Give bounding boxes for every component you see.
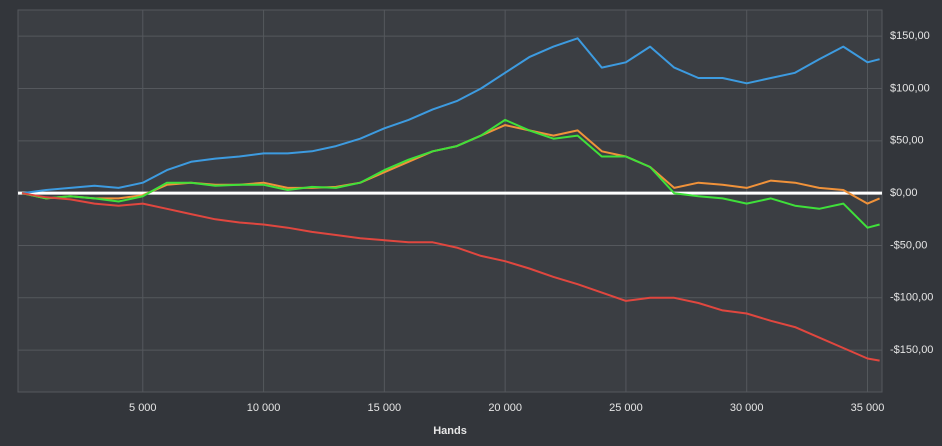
x-axis-label: Hands — [433, 425, 467, 437]
series-line — [21, 37, 880, 195]
y-tick-label: -$50,00 — [890, 239, 927, 251]
x-tick-label: 30 000 — [730, 402, 764, 414]
x-tick-label: 35 000 — [851, 402, 885, 414]
plot-area — [17, 9, 883, 393]
x-tick-label: 15 000 — [368, 402, 402, 414]
y-tick-label: -$100,00 — [890, 292, 933, 304]
y-tick-label: $50,00 — [890, 135, 924, 147]
x-tick-label: 20 000 — [488, 402, 522, 414]
y-tick-label: -$150,00 — [890, 344, 933, 356]
y-tick-label: $100,00 — [890, 82, 930, 94]
x-tick-label: 10 000 — [247, 402, 281, 414]
series-line — [21, 192, 880, 362]
y-tick-label: $0,00 — [890, 187, 918, 199]
x-tick-label: 25 000 — [609, 402, 643, 414]
x-tick-label: 5 000 — [129, 402, 157, 414]
series-line — [21, 118, 880, 229]
y-tick-label: $150,00 — [890, 30, 930, 42]
